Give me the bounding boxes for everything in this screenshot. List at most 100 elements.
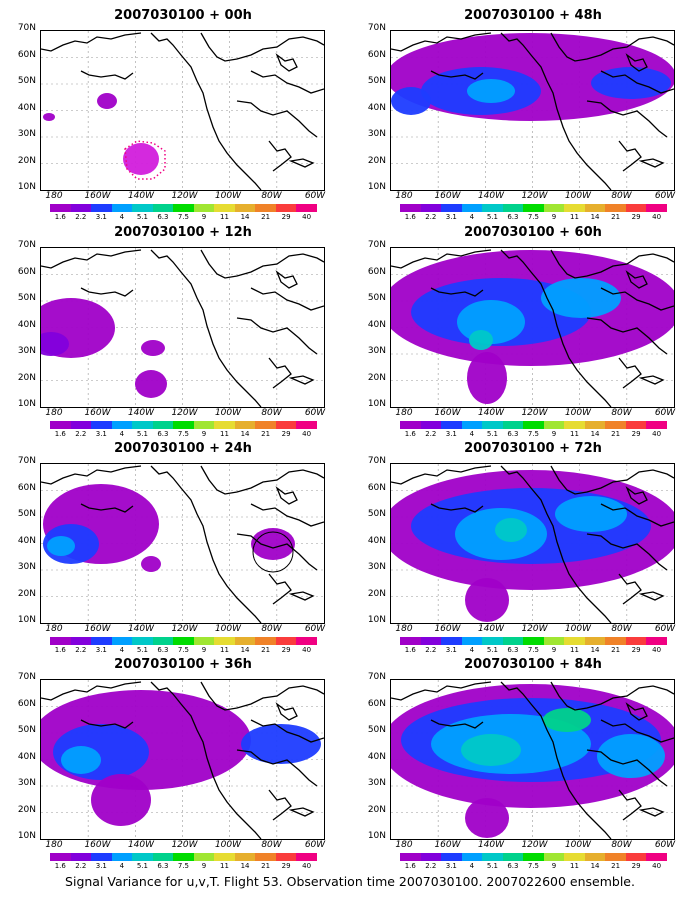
panel-title: 2007030100 + 84h — [464, 657, 602, 672]
map-plot — [40, 463, 325, 624]
coastline — [586, 749, 668, 787]
coastline — [500, 249, 612, 407]
colorbar-value-label: 4 — [119, 430, 125, 438]
lon-tick-label: 80W — [261, 624, 282, 634]
colorbar-value-label: 11 — [220, 862, 229, 870]
lat-tick-label: 60N — [367, 482, 386, 493]
colorbar-swatch — [173, 637, 194, 645]
colorbar-value-label: 5.1 — [136, 646, 148, 654]
coastline — [200, 32, 324, 62]
lon-tick-label: 120W — [171, 840, 198, 850]
colorbar-swatch — [193, 421, 215, 429]
colorbar-value-label: 6.3 — [157, 646, 169, 654]
colorbar-value-label: 21 — [261, 213, 271, 221]
panel-24h: 2007030100 + 24h 70N 60N 50N 40N 30N 20N 10N 1… — [18, 441, 328, 654]
colorbar-swatch — [461, 204, 483, 212]
colorbar-swatch — [605, 853, 626, 861]
colorbar-swatch — [214, 421, 235, 429]
lat-tick-label: 10N — [17, 399, 36, 409]
coastline — [625, 270, 648, 289]
colorbar-swatch — [111, 421, 133, 429]
lon-tick-label: 100W — [214, 624, 242, 634]
colorbar-value-label: 3.1 — [95, 862, 107, 870]
lon-tick-label: 60W — [654, 191, 676, 201]
colorbar-value-label: 14 — [590, 646, 600, 654]
lat-tick-label: 20N — [17, 804, 36, 815]
lon-tick-label: 60W — [654, 408, 676, 418]
colorbar-swatch — [152, 637, 174, 645]
lon-tick-label: 180 — [45, 408, 63, 418]
variance-region — [251, 528, 295, 560]
lon-axis: 180 160W 140W 120W 100W 80W 60W — [40, 840, 325, 852]
colorbar-swatch — [132, 853, 153, 861]
colorbar-value-label: 40 — [652, 646, 662, 654]
colorbar-value-label: 40 — [302, 862, 312, 870]
coastline — [41, 249, 142, 269]
colorbar-swatch — [482, 853, 503, 861]
panel-title: 2007030100 + 24h — [114, 441, 252, 456]
colorbar-swatch — [543, 637, 565, 645]
coastline — [550, 249, 674, 279]
colorbar-value-label: 4 — [469, 862, 475, 870]
colorbar-labels: 1.6 2.2 3.1 4 5.1 6.3 7.5 9 11 14 21 29 40 — [400, 213, 667, 223]
colorbar-swatch — [70, 421, 92, 429]
coastline — [586, 533, 668, 571]
colorbar-value-label: 21 — [611, 862, 621, 870]
colorbar-swatch — [543, 204, 565, 212]
map-svg — [391, 680, 674, 839]
map-plot — [390, 463, 675, 624]
panel-12h: 2007030100 + 12h 70N 60N 50N 40N 30N 20N 10N 1… — [18, 225, 328, 438]
lon-tick-label: 160W — [84, 840, 111, 850]
colorbar-swatch — [234, 637, 256, 645]
colorbar-value-label: 7.5 — [177, 646, 190, 654]
colorbar-swatch — [482, 204, 503, 212]
colorbar-value-label: 9 — [551, 646, 557, 654]
colorbar-value-label: 2.2 — [75, 213, 87, 221]
colorbar-value-label: 9 — [201, 213, 207, 221]
map-svg — [391, 31, 674, 190]
coastline — [430, 503, 484, 513]
coastline — [80, 719, 134, 729]
colorbar-value-label: 2.2 — [425, 213, 437, 221]
colorbar-swatch — [502, 204, 524, 212]
colorbar-swatch — [523, 637, 544, 645]
colorbar-value-label: 11 — [570, 862, 579, 870]
panel-title: 2007030100 + 12h — [114, 225, 252, 240]
colorbar-swatch — [152, 204, 174, 212]
lon-axis: 180 160W 140W 120W 100W 80W 60W — [390, 408, 675, 420]
colorbar-value-label: 14 — [590, 430, 600, 438]
coastline — [586, 317, 668, 355]
coastline — [150, 249, 262, 407]
map-svg — [41, 248, 324, 407]
colorbar-value-label: 9 — [201, 646, 207, 654]
variance-region — [141, 556, 161, 572]
colorbar-swatch — [523, 204, 544, 212]
map-svg — [391, 464, 674, 623]
colorbar-value-label: 2.2 — [425, 430, 437, 438]
lat-tick-label: 40N — [367, 319, 386, 330]
colorbar-value-label: 9 — [551, 213, 557, 221]
coastline — [288, 158, 315, 168]
colorbar-swatch — [543, 421, 565, 429]
variance-region — [43, 113, 55, 121]
colorbar-swatch — [91, 204, 112, 212]
lat-tick-label: 50N — [17, 293, 36, 303]
colorbar-value-label: 5.1 — [136, 862, 148, 870]
map-svg — [41, 680, 324, 839]
colorbar-value-label: 6.3 — [507, 646, 519, 654]
coastline — [41, 32, 142, 52]
lat-tick-label: 10N — [367, 182, 386, 192]
lat-tick-label: 30N — [17, 129, 36, 139]
coastline — [41, 681, 142, 701]
coastline — [288, 375, 315, 385]
colorbar-swatch — [50, 853, 71, 861]
lat-tick-label: 20N — [17, 155, 36, 166]
colorbar-value-label: 21 — [611, 646, 621, 654]
coastline — [618, 140, 642, 172]
lat-tick-label: 30N — [367, 346, 386, 356]
colorbar-value-label: 29 — [631, 430, 641, 438]
lat-tick-label: 50N — [367, 725, 386, 735]
variance-region — [141, 340, 165, 356]
panel-36h: 2007030100 + 36h 70N 60N 50N 40N 30N 20N 10N 1… — [18, 657, 328, 870]
lon-tick-label: 180 — [395, 624, 413, 634]
